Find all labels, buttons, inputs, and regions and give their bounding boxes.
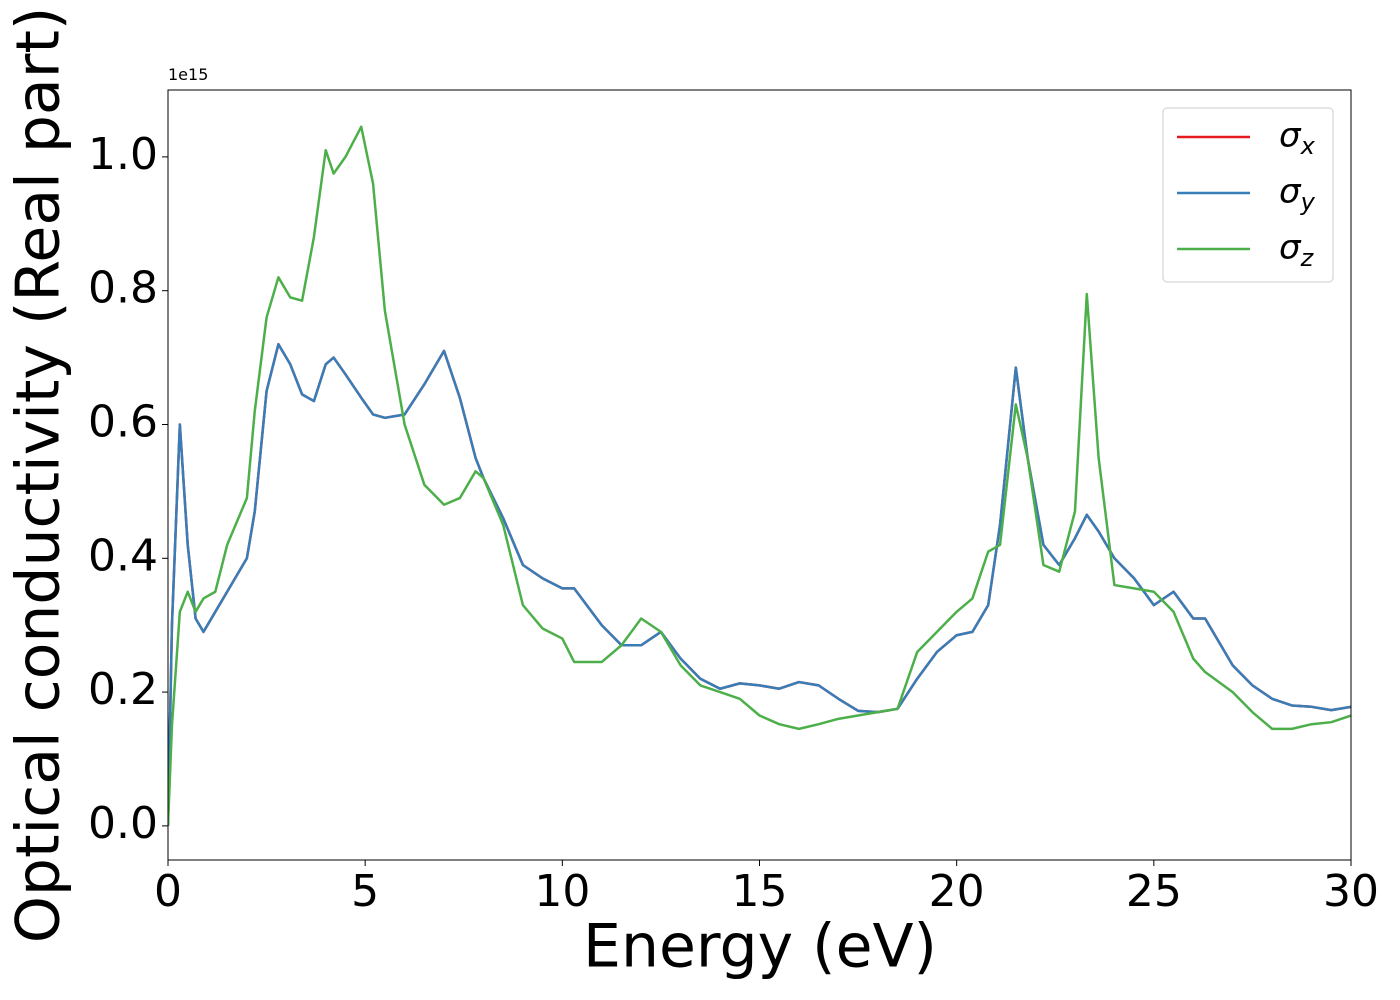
x-tick-label: 25 bbox=[1126, 866, 1182, 917]
series-line bbox=[168, 342, 1351, 826]
y-tick-label: 0.0 bbox=[88, 798, 158, 849]
series-line bbox=[168, 125, 1351, 826]
y-axis-label: Optical conductivity (Real part) bbox=[4, 7, 74, 944]
x-tick-label: 30 bbox=[1323, 866, 1379, 917]
x-tick-label: 0 bbox=[154, 866, 182, 917]
y-tick-label: 0.8 bbox=[88, 263, 158, 314]
x-tick-label: 10 bbox=[534, 866, 590, 917]
y-tick-label: 0.6 bbox=[88, 396, 158, 447]
y-offset-label: 1e15 bbox=[168, 65, 208, 84]
y-tick-label: 0.4 bbox=[88, 530, 158, 581]
legend-box bbox=[1162, 107, 1334, 283]
y-tick-label: 0.2 bbox=[88, 664, 158, 715]
x-tick-label: 20 bbox=[929, 866, 985, 917]
x-tick-label: 5 bbox=[351, 866, 379, 917]
plot-frame bbox=[167, 89, 1352, 861]
x-tick-label: 15 bbox=[732, 866, 788, 917]
series-line bbox=[168, 342, 1351, 826]
x-axis-label: Energy (eV) bbox=[583, 912, 937, 982]
y-tick-label: 1.0 bbox=[88, 129, 158, 180]
